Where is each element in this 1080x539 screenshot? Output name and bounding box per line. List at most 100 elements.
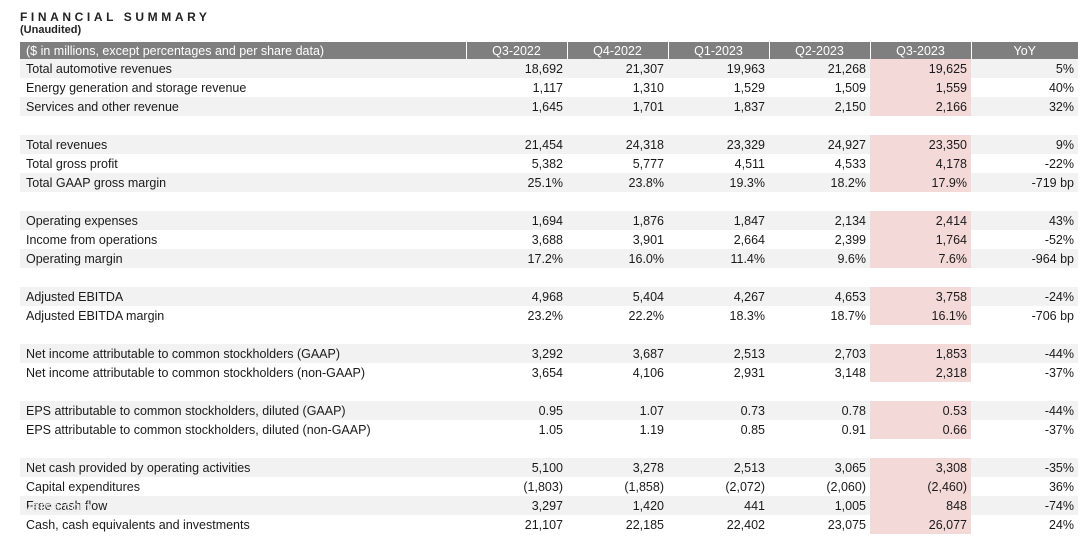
cell-q3-2022: 5,382 (531, 156, 563, 171)
cell-q3-2023: 1,559 (870, 78, 971, 97)
cell-q4-2022: 22,185 (625, 517, 664, 532)
cell-q2-2023: 24,927 (769, 135, 870, 154)
cell-q1-2023: 0.85 (740, 422, 765, 437)
cell-q2-2023: 4,653 (769, 287, 870, 306)
cell-yoy: -74% (971, 496, 1078, 515)
cell-q3-2023: 1,853 (870, 344, 971, 363)
cell-q3-2022: 5,100 (466, 458, 567, 477)
cell-q3-2023: 26,077 (870, 515, 971, 534)
spacer-cell (20, 268, 1078, 287)
cell-q3-2023: 17.9% (870, 173, 971, 192)
cell-q1-2023: 441 (668, 496, 769, 515)
cell-q2-2023: 18.2% (769, 173, 870, 192)
spacer-cell (20, 439, 1078, 458)
row-label: Capital expenditures (26, 479, 140, 494)
cell-q2-2023: 1,005 (769, 496, 870, 515)
cell-yoy: -44% (971, 401, 1078, 420)
row-label: Total gross profit (26, 156, 118, 171)
cell-q2-2023: 0.78 (769, 401, 870, 420)
spacer-cell (20, 116, 1078, 135)
cell-q4-2022: 5,404 (567, 287, 668, 306)
table-row: Total revenues 21,454 24,318 23,329 24,927 23… (20, 135, 1078, 154)
cell-q4-2022: 1,420 (567, 496, 668, 515)
row-label: EPS attributable to common stockholders,… (26, 422, 371, 437)
cell-q3-2023: (2,460) (870, 477, 971, 496)
cell-q1-2023: 2,513 (668, 458, 769, 477)
table-row: Net income attributable to common stockh… (20, 363, 1078, 382)
cell-q1-2023: 2,664 (733, 232, 765, 247)
row-label: Net income attributable to common stockh… (26, 365, 366, 380)
cell-q3-2023: 2,166 (870, 97, 971, 116)
cell-yoy: -44% (971, 344, 1078, 363)
cell-yoy: -35% (971, 458, 1078, 477)
cell-q4-2022: 3,687 (567, 344, 668, 363)
cell-q4-2022: 24,318 (567, 135, 668, 154)
cell-q2-2023: 2,703 (769, 344, 870, 363)
cell-yoy: -37% (1044, 422, 1074, 437)
cell-yoy: 36% (1048, 479, 1074, 494)
cell-q4-2022: 1.19 (639, 422, 664, 437)
cell-q4-2022: 1,310 (632, 80, 664, 95)
cell-q3-2022: 18,692 (466, 59, 567, 78)
report-subtitle: (Unaudited) (20, 24, 82, 36)
cell-q2-2023: 4,533 (834, 156, 866, 171)
table-header-row: ($ in millions, except percentages and p… (20, 42, 1078, 59)
cell-yoy: 32% (971, 97, 1078, 116)
cell-yoy: -706 bp (1031, 308, 1074, 323)
cell-q2-2023: 23,075 (827, 517, 866, 532)
cell-q1-2023: 18.3% (729, 308, 765, 323)
cell-q3-2022: 4,968 (466, 287, 567, 306)
cell-yoy: 43% (971, 211, 1078, 230)
table-row: Cash, cash equivalents and investments 21… (20, 515, 1078, 534)
cell-q3-2023: 2,414 (870, 211, 971, 230)
cell-q4-2022: 1.07 (567, 401, 668, 420)
header-q2-2023: Q2-2023 (768, 42, 870, 59)
cell-q3-2023: 19,625 (870, 59, 971, 78)
cell-q3-2022: 3,654 (531, 365, 563, 380)
cell-q1-2023: 19,963 (668, 59, 769, 78)
table-row: Total automotive revenues 18,692 21,307 19,… (20, 59, 1078, 78)
cell-yoy: 40% (1048, 80, 1074, 95)
cell-q4-2022: 21,307 (567, 59, 668, 78)
cell-q2-2023: 2,150 (769, 97, 870, 116)
cell-q3-2022: 25.1% (466, 173, 567, 192)
table-row: Energy generation and storage revenue 1,1… (20, 78, 1078, 97)
header-q3-2022: Q3-2022 (465, 42, 567, 59)
cell-yoy: 9% (971, 135, 1078, 154)
cell-q3-2022: 21,107 (524, 517, 563, 532)
header-q4-2022: Q4-2022 (566, 42, 668, 59)
header-q1-2023: Q1-2023 (667, 42, 769, 59)
cell-yoy: 5% (971, 59, 1078, 78)
report-title: FINANCIAL SUMMARY (20, 10, 211, 24)
header-yoy: YoY (970, 42, 1078, 59)
cell-q1-2023: 1,529 (733, 80, 765, 95)
cell-q2-2023: 18.7% (830, 308, 866, 323)
table-row: Adjusted EBITDA margin 23.2% 22.2% 18.3% 18.… (20, 306, 1078, 325)
cell-q3-2023: 4,178 (870, 154, 971, 173)
cell-q2-2023: 3,148 (834, 365, 866, 380)
row-label: Income from operations (26, 232, 158, 247)
cell-q1-2023: 23,329 (668, 135, 769, 154)
cell-q4-2022: (1,858) (624, 479, 664, 494)
cell-q3-2023: 2,318 (870, 363, 971, 382)
table-row: Operating margin 17.2% 16.0% 11.4% 9.6% 7.6% -… (20, 249, 1078, 268)
table-row: Income from operations 3,688 3,901 2,664 2,3… (20, 230, 1078, 249)
cell-yoy: 24% (1048, 517, 1074, 532)
table-row: Total gross profit 5,382 5,777 4,511 4,533 4,… (20, 154, 1078, 173)
row-label: Total automotive revenues (20, 59, 466, 78)
table-row: Operating expenses 1,694 1,876 1,847 2,134 2,… (20, 211, 1078, 230)
row-label: Energy generation and storage revenue (26, 80, 247, 95)
cell-q4-2022: 5,777 (632, 156, 664, 171)
cell-q4-2022: 3,278 (567, 458, 668, 477)
cell-q3-2022: 3,297 (466, 496, 567, 515)
cell-q4-2022: 16.0% (567, 249, 668, 268)
cell-q1-2023: 4,511 (734, 156, 765, 171)
cell-q3-2022: 17.2% (466, 249, 567, 268)
cell-q3-2022: 23.2% (527, 308, 563, 323)
cell-q4-2022: 4,106 (632, 365, 664, 380)
cell-q2-2023: 3,065 (769, 458, 870, 477)
row-label: Adjusted EBITDA margin (26, 308, 165, 323)
cell-q4-2022: 1,876 (567, 211, 668, 230)
cell-q3-2023: 1,764 (870, 230, 971, 249)
row-label: Net cash provided by operating activitie… (20, 458, 466, 477)
